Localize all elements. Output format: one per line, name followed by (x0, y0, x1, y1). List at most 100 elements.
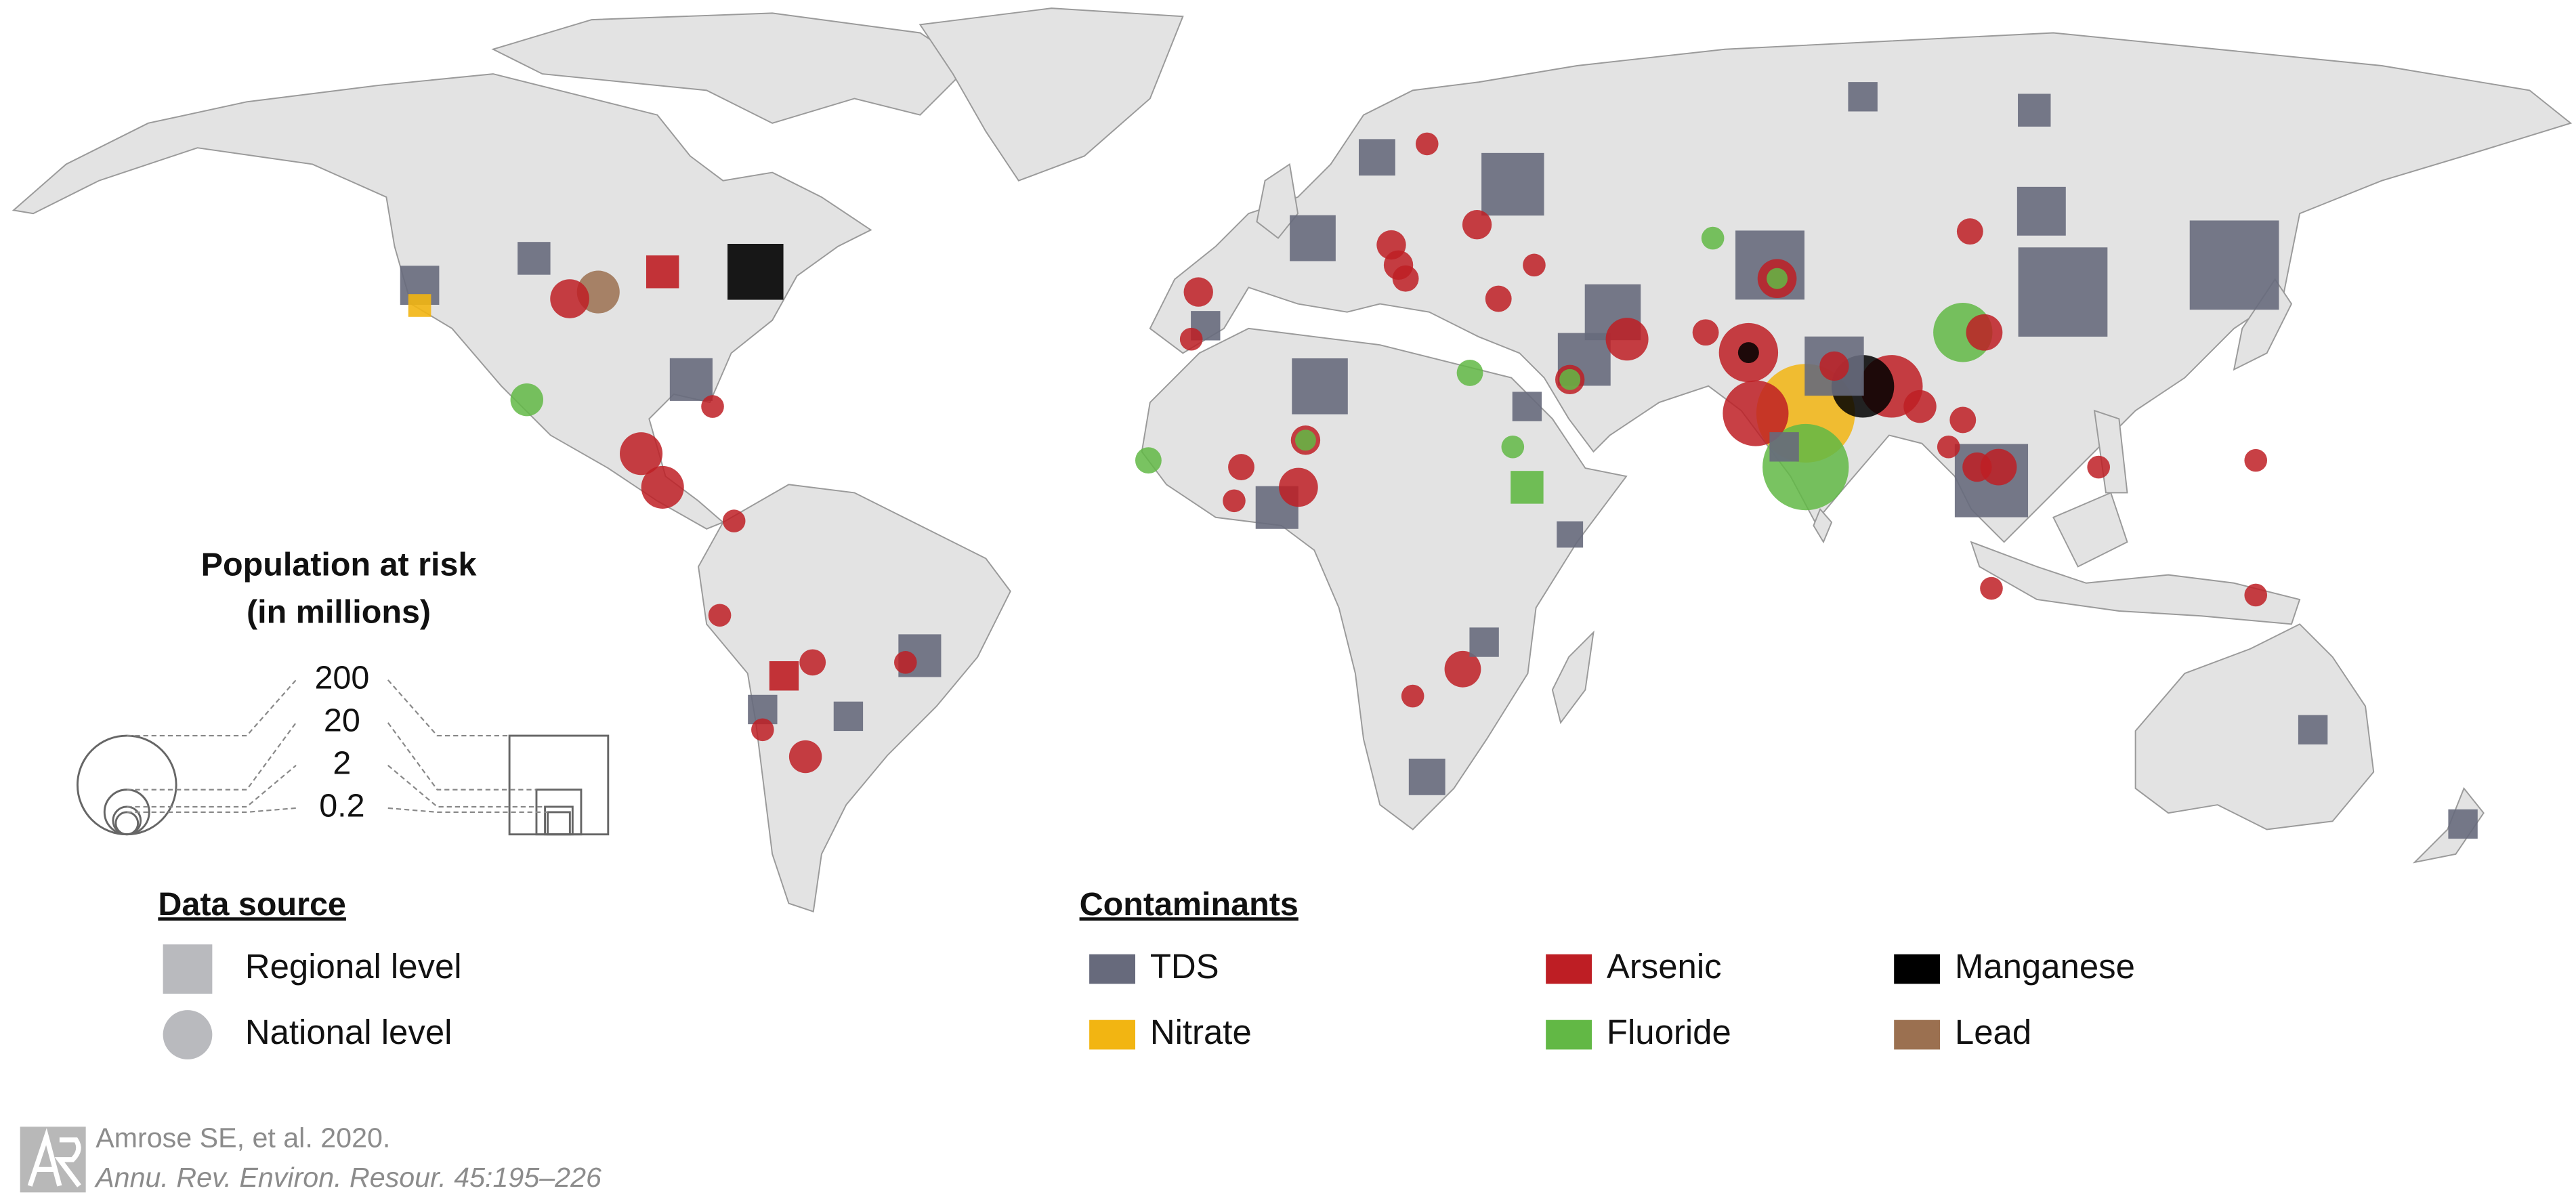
country-marker (1819, 351, 1849, 381)
country-marker (708, 604, 732, 627)
country-marker (1966, 314, 2003, 351)
contaminant-label: Lead (1955, 1013, 2031, 1051)
country-marker (1559, 369, 1581, 390)
country-marker (1956, 218, 1983, 245)
land-arctic-islands (491, 12, 971, 124)
size-legend-circle (114, 811, 140, 836)
region-marker (2298, 715, 2328, 744)
country-marker (1485, 285, 1512, 312)
contaminant-label: TDS (1150, 947, 1219, 986)
country-marker (1737, 342, 1759, 364)
region-marker (2189, 220, 2279, 310)
region-marker (669, 358, 713, 401)
contaminant-label: Nitrate (1150, 1013, 1252, 1051)
size-legend-label: 2 (333, 745, 351, 782)
region-marker (769, 661, 799, 691)
source-swatch (163, 1010, 213, 1059)
country-marker (1294, 429, 1316, 451)
region-marker (1848, 82, 1878, 112)
size-legend-leader (127, 807, 548, 814)
source-label: National level (245, 1013, 452, 1051)
country-marker (1456, 359, 1483, 386)
contaminant-label: Manganese (1955, 947, 2135, 986)
land-uk (1256, 163, 1299, 239)
country-marker (1501, 435, 1525, 459)
country-marker (1723, 380, 1789, 446)
region-marker (727, 244, 784, 300)
region-marker (408, 294, 431, 317)
region-marker (1359, 139, 1395, 176)
country-marker (510, 383, 544, 417)
contaminant-legend: TDS Nitrate Arsenic Fluoride Manganese Lead (1089, 947, 2135, 1051)
region-marker (2017, 186, 2066, 236)
contaminant-swatch (1894, 1019, 1941, 1050)
region-marker (1292, 358, 1348, 415)
region-marker (1481, 152, 1544, 216)
region-marker (1769, 432, 1799, 462)
source-swatch (163, 944, 213, 994)
country-marker (1937, 435, 1960, 459)
land-africa (1141, 327, 1628, 830)
size-legend-label: 20 (324, 702, 360, 739)
size-legend-label: 200 (314, 660, 369, 696)
country-marker (1183, 277, 1213, 307)
size-legend-leader (127, 765, 545, 808)
world-map (12, 7, 2573, 912)
country-marker (1392, 265, 1419, 292)
country-marker (1949, 406, 1977, 434)
country-marker (1962, 452, 1992, 482)
contaminant-swatch (1894, 954, 1941, 984)
contaminants-title: Contaminants (1080, 886, 1298, 923)
markers (400, 82, 2478, 839)
country-marker (1980, 448, 2017, 486)
country-marker (1701, 226, 1725, 250)
country-marker (1980, 576, 2003, 600)
size-legend-square (508, 734, 610, 836)
region-marker (1469, 627, 1499, 657)
region-marker (2448, 809, 2478, 839)
country-marker (893, 651, 917, 674)
citation-authors: Amrose SE, et al. 2020. (96, 1122, 390, 1154)
region-marker (1557, 521, 1584, 548)
size-legend-square (544, 805, 574, 836)
country-marker (1223, 489, 1246, 513)
country-marker (701, 395, 724, 418)
source-legend: Regional level National level (163, 944, 462, 1059)
region-marker (646, 255, 679, 289)
country-marker (1903, 390, 1937, 423)
contaminant-label: Arsenic (1607, 947, 1722, 986)
contaminant-swatch (1546, 1019, 1592, 1050)
land-indonesia (1970, 541, 2301, 625)
land-south-america (698, 484, 1011, 912)
region-marker (1511, 471, 1544, 504)
region-marker (2018, 247, 2108, 337)
country-marker (1228, 454, 1254, 480)
country-marker (620, 432, 663, 476)
land-greenland (919, 7, 1184, 182)
country-marker (799, 649, 826, 676)
land-sri-lanka (1813, 507, 1833, 544)
country-marker (2244, 448, 2268, 472)
region-marker (2018, 93, 2051, 127)
size-legend-square (547, 811, 571, 836)
country-marker (550, 279, 589, 318)
land-australia (2134, 623, 2375, 830)
country-marker (1179, 327, 1203, 351)
land-north-america (12, 73, 872, 530)
contaminant-label: Fluoride (1607, 1013, 1731, 1051)
publisher-logo (20, 1127, 86, 1193)
logo-letters (27, 1128, 81, 1187)
region-marker (833, 701, 864, 732)
region-marker (1408, 758, 1445, 795)
country-marker (1692, 319, 1719, 346)
country-marker (2087, 455, 2110, 479)
size-legend-title: Population at risk (201, 546, 478, 583)
citation-journal: Annu. Rev. Environ. Resour. 45:195–226 (93, 1162, 601, 1193)
country-marker (1444, 650, 1481, 688)
country-marker (1279, 467, 1318, 507)
region-marker (518, 242, 551, 275)
data-source-title: Data source (158, 886, 346, 923)
size-legend-circle (76, 734, 177, 836)
